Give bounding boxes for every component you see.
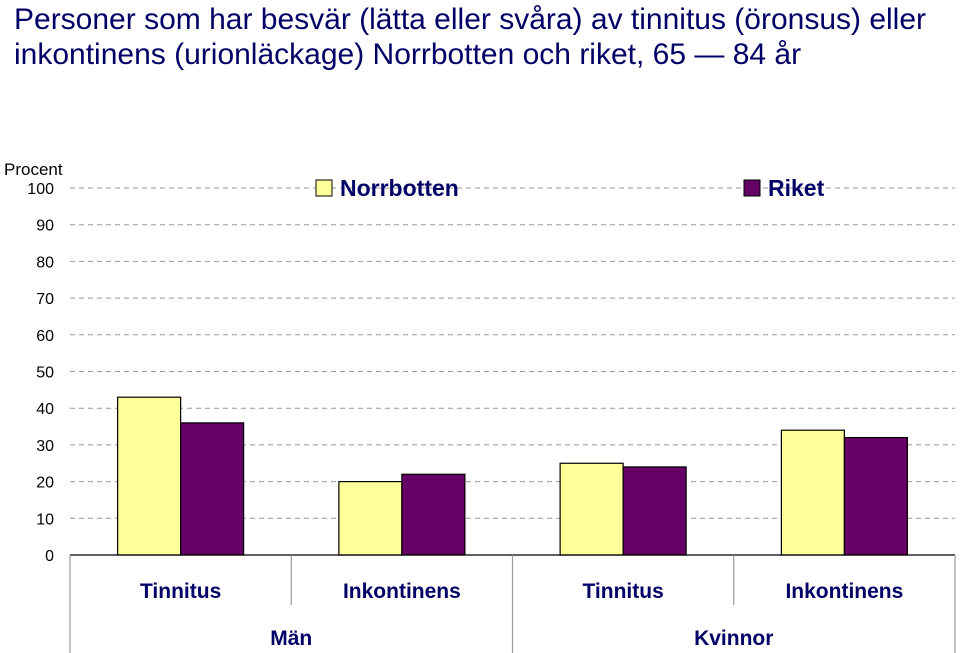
y-tick-label: 80 [36,254,54,271]
legend-swatch-riket [743,179,761,197]
y-axis-label: Procent [4,160,63,179]
bar-norrbotten-1 [117,396,182,556]
x-group-label: Kvinnor [694,627,773,650]
legend-label-norrbotten: Norrbotten [340,175,459,201]
bar-norrbotten-2 [338,481,403,556]
y-tick-label: 70 [36,291,54,308]
y-tick-labels: 0 10 20 30 40 50 60 70 80 90 100 [27,181,54,565]
legend-label-riket: Riket [768,175,825,201]
legend-swatch-norrbotten [315,179,333,197]
bar-riket-1 [180,422,245,556]
y-tick-label: 60 [36,328,54,345]
legend: Norrbotten Riket [315,175,825,201]
bar-norrbotten-3 [559,462,624,556]
bars [117,396,908,556]
bar-riket-3 [622,466,687,556]
bar-riket-2 [401,473,466,556]
bar-norrbotten-4 [780,429,845,556]
y-tick-label: 50 [36,365,54,382]
x-tick-label: Inkontinens [785,580,903,603]
y-tick-label: 90 [36,218,54,235]
y-tick-label: 40 [36,401,54,418]
y-tick-label: 20 [36,475,54,492]
y-tick-label: 10 [36,511,54,528]
bar-riket-4 [843,436,908,556]
x-tick-label: Tinnitus [582,580,663,603]
x-tick-label: Inkontinens [343,580,461,603]
y-tick-label: 0 [45,548,54,565]
chart-title: Personer som har besvär (lätta eller svå… [14,3,927,71]
y-tick-label: 100 [27,181,54,198]
x-group-label: Män [270,627,312,650]
y-tick-label: 30 [36,438,54,455]
x-tick-label: Tinnitus [140,580,221,603]
x-axis: Tinnitus Inkontinens Tinnitus Inkontinens Mä… [69,554,956,653]
